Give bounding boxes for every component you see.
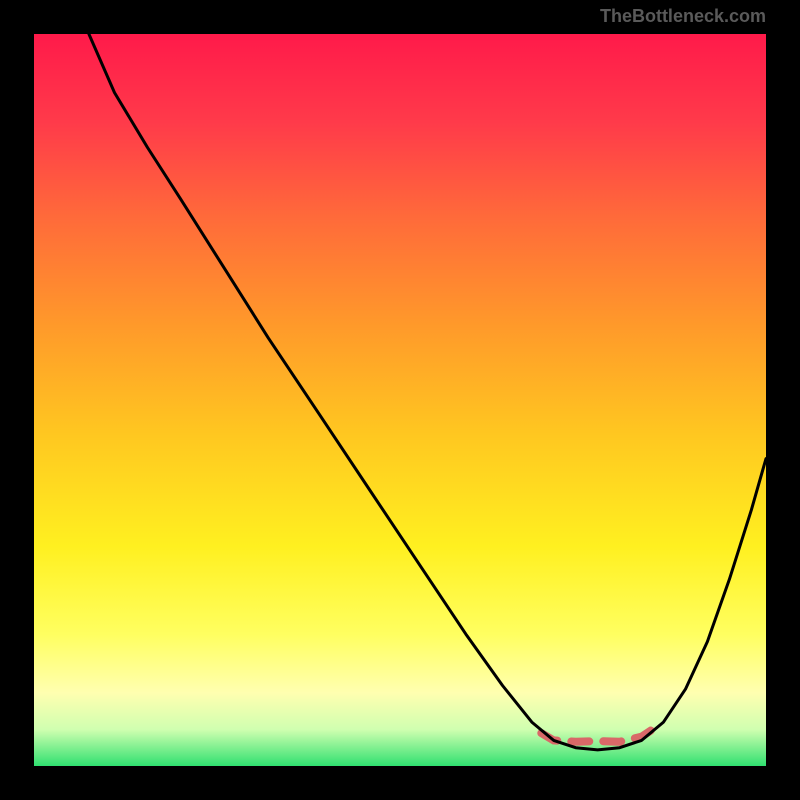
curve-overlay [34,34,766,766]
highlight-segment [541,728,654,742]
attribution-text: TheBottleneck.com [600,6,766,27]
chart-plot-area [34,34,766,766]
bottleneck-curve [89,34,766,750]
